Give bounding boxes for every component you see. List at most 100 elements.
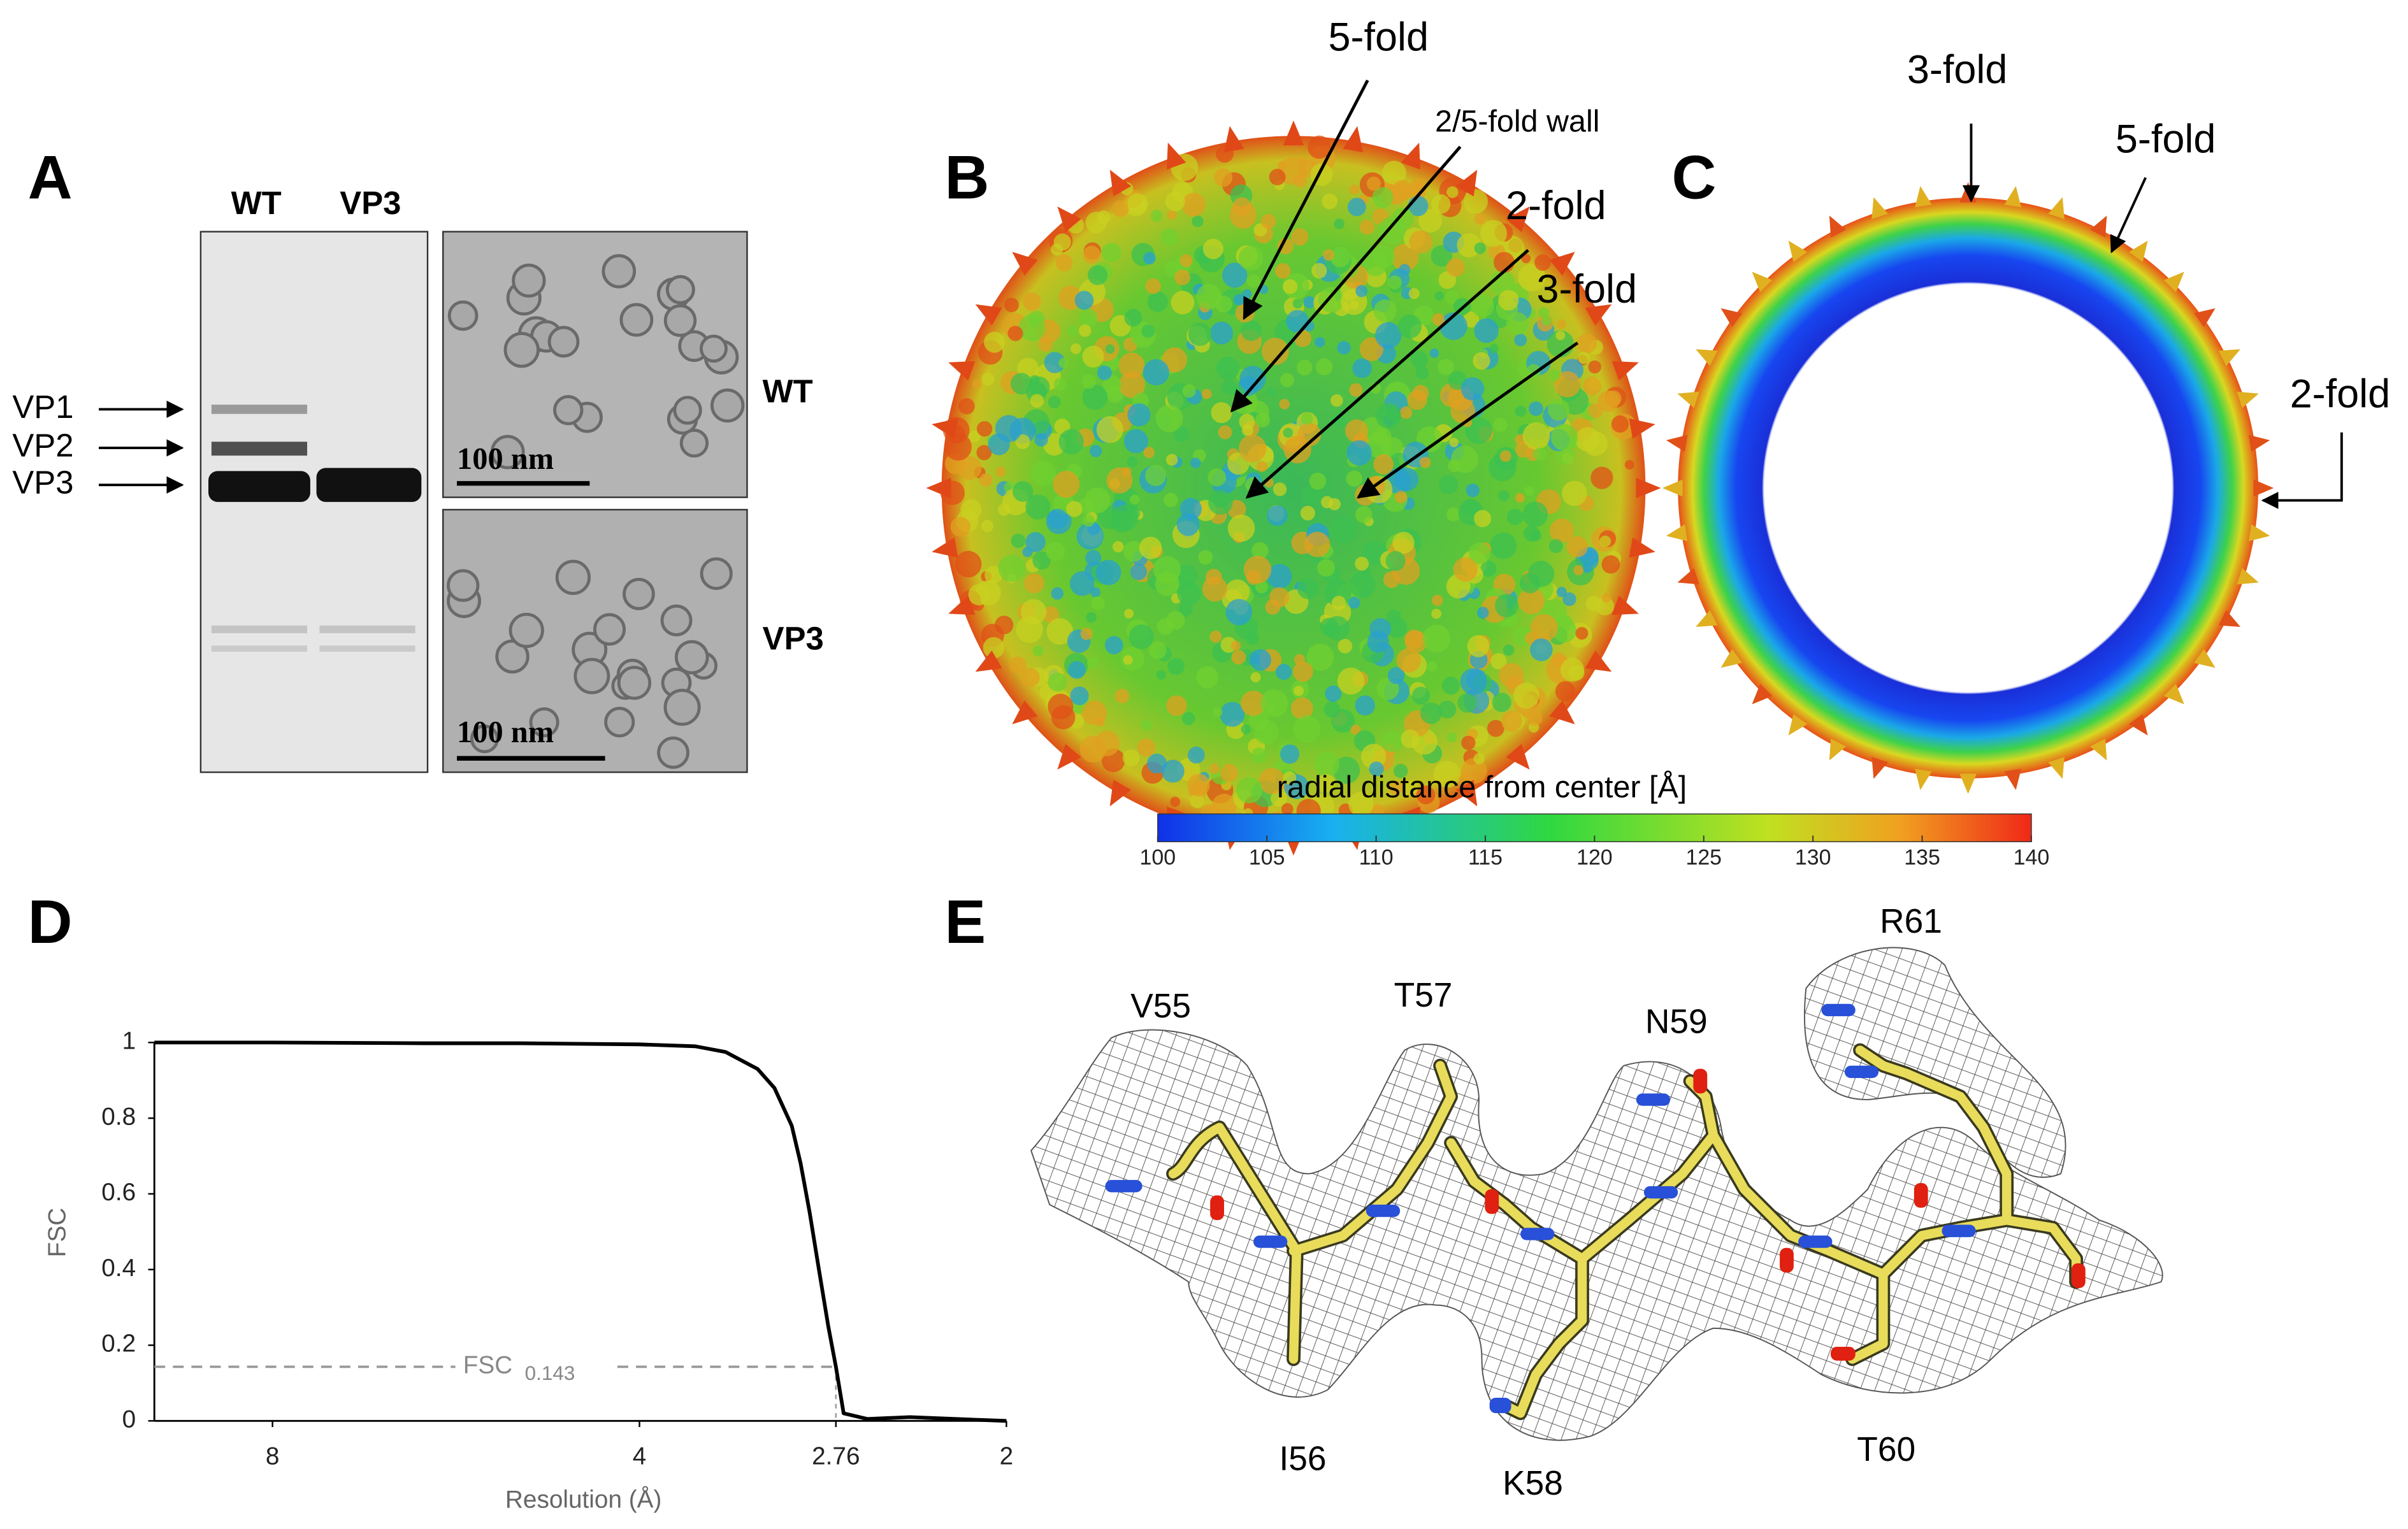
- surface-patch: [1160, 228, 1178, 247]
- surface-patch: [1079, 308, 1098, 327]
- surface-patch: [1250, 649, 1271, 671]
- ring-spike: [1677, 391, 1699, 408]
- residue-label: R61: [1880, 903, 1942, 940]
- surface-patch: [1218, 425, 1232, 440]
- surface-patch: [1220, 701, 1245, 727]
- surface-patch: [1004, 298, 1019, 313]
- surface-patch: [1495, 594, 1518, 617]
- gel-band: [319, 645, 415, 652]
- residue-label: T60: [1857, 1431, 1915, 1468]
- surface-patch: [1046, 618, 1074, 645]
- surface-spike: [1636, 477, 1661, 499]
- surface-patch: [1349, 184, 1360, 195]
- lane-label: WT: [231, 185, 282, 221]
- surface-patch: [1555, 681, 1576, 701]
- surface-patch: [1331, 596, 1346, 610]
- surface-patch: [1513, 682, 1539, 709]
- surface-patch: [1322, 249, 1334, 261]
- surface-patch: [1369, 618, 1392, 640]
- surface-patch: [1241, 424, 1254, 436]
- surface-patch: [1487, 719, 1504, 737]
- surface-patch: [957, 456, 982, 480]
- surface-patch: [1257, 461, 1268, 472]
- surface-patch: [1382, 161, 1406, 185]
- surface-patch: [1590, 466, 1613, 489]
- surface-patch: [1246, 632, 1259, 645]
- surface-patch: [1411, 686, 1431, 705]
- surface-patch: [1355, 695, 1375, 716]
- surface-patch: [1179, 254, 1193, 268]
- colorbar-tick-label: 120: [1576, 845, 1613, 870]
- surface-patch: [976, 445, 992, 461]
- ring-spike: [1959, 773, 1977, 794]
- surface-patch: [1192, 215, 1204, 227]
- surface-patch: [1416, 786, 1436, 805]
- surface-patch: [1420, 702, 1442, 724]
- surface-patch: [1473, 352, 1490, 370]
- surface-patch: [1034, 433, 1048, 447]
- surface-patch: [1283, 427, 1294, 438]
- ring-spike: [1829, 738, 1847, 761]
- particle: [663, 304, 697, 337]
- surface-patch: [1461, 757, 1487, 784]
- surface-patch: [1080, 628, 1093, 640]
- surface-patch: [1422, 624, 1451, 653]
- particle: [660, 604, 693, 636]
- micrograph-label: WT: [763, 373, 813, 410]
- surface-patch: [1238, 246, 1264, 271]
- surface-patch: [1332, 756, 1360, 784]
- atom: [1489, 1397, 1511, 1414]
- surface-patch: [1042, 606, 1060, 624]
- panel-label: C: [1671, 143, 1716, 212]
- surface-patch: [1397, 314, 1422, 339]
- colorbar-tick-label: 115: [1468, 845, 1503, 870]
- surface-patch: [984, 331, 1006, 353]
- surface-patch: [1463, 311, 1480, 328]
- surface-patch: [1392, 180, 1413, 201]
- surface-patch: [1372, 187, 1394, 208]
- nitrogen-atoms: [1105, 1003, 1976, 1414]
- surface-patch: [1498, 290, 1519, 311]
- surface-patch: [1294, 686, 1304, 696]
- atom: [2071, 1263, 2086, 1288]
- surface-patch: [1275, 664, 1292, 680]
- surface-patch: [1015, 434, 1030, 449]
- surface-patch: [1129, 494, 1140, 505]
- fsc-curve: [154, 1040, 1007, 1423]
- surface-patch: [1283, 771, 1297, 785]
- surface-patch: [1122, 749, 1140, 766]
- surface-patch: [1330, 247, 1351, 268]
- surface-patch: [1118, 352, 1145, 379]
- gel-image: [199, 231, 429, 773]
- surface-patch: [1085, 487, 1111, 513]
- surface-patch: [1141, 719, 1153, 731]
- surface-patch: [1408, 182, 1426, 201]
- residue-label: N59: [1645, 1003, 1708, 1040]
- surface-patch: [1596, 597, 1615, 615]
- surface-patch: [1460, 668, 1487, 695]
- surface-patch: [1561, 480, 1587, 506]
- surface-patch: [1165, 191, 1185, 212]
- particle: [490, 434, 525, 470]
- surface-patch: [1102, 375, 1121, 394]
- surface-patch: [1048, 395, 1061, 408]
- surface-patch: [1213, 707, 1223, 717]
- surface-patch: [1105, 344, 1115, 354]
- y-tick-label: 0.8: [101, 1103, 136, 1130]
- surface-patch: [1051, 243, 1063, 256]
- surface-patch: [1457, 693, 1477, 713]
- surface-patch: [1404, 630, 1427, 653]
- surface-patch: [1392, 531, 1415, 554]
- surface-patch: [1337, 341, 1351, 355]
- surface-patch: [1457, 233, 1482, 258]
- arrow: [1243, 79, 1369, 320]
- surface-patch: [1409, 230, 1432, 254]
- surface-patch: [1527, 710, 1543, 726]
- surface-patch: [1255, 412, 1271, 427]
- surface-patch: [1267, 505, 1288, 526]
- surface-patch: [1214, 168, 1233, 187]
- surface-spike: [926, 477, 951, 499]
- surface-patch: [1453, 557, 1478, 582]
- surface-patch: [1325, 615, 1350, 641]
